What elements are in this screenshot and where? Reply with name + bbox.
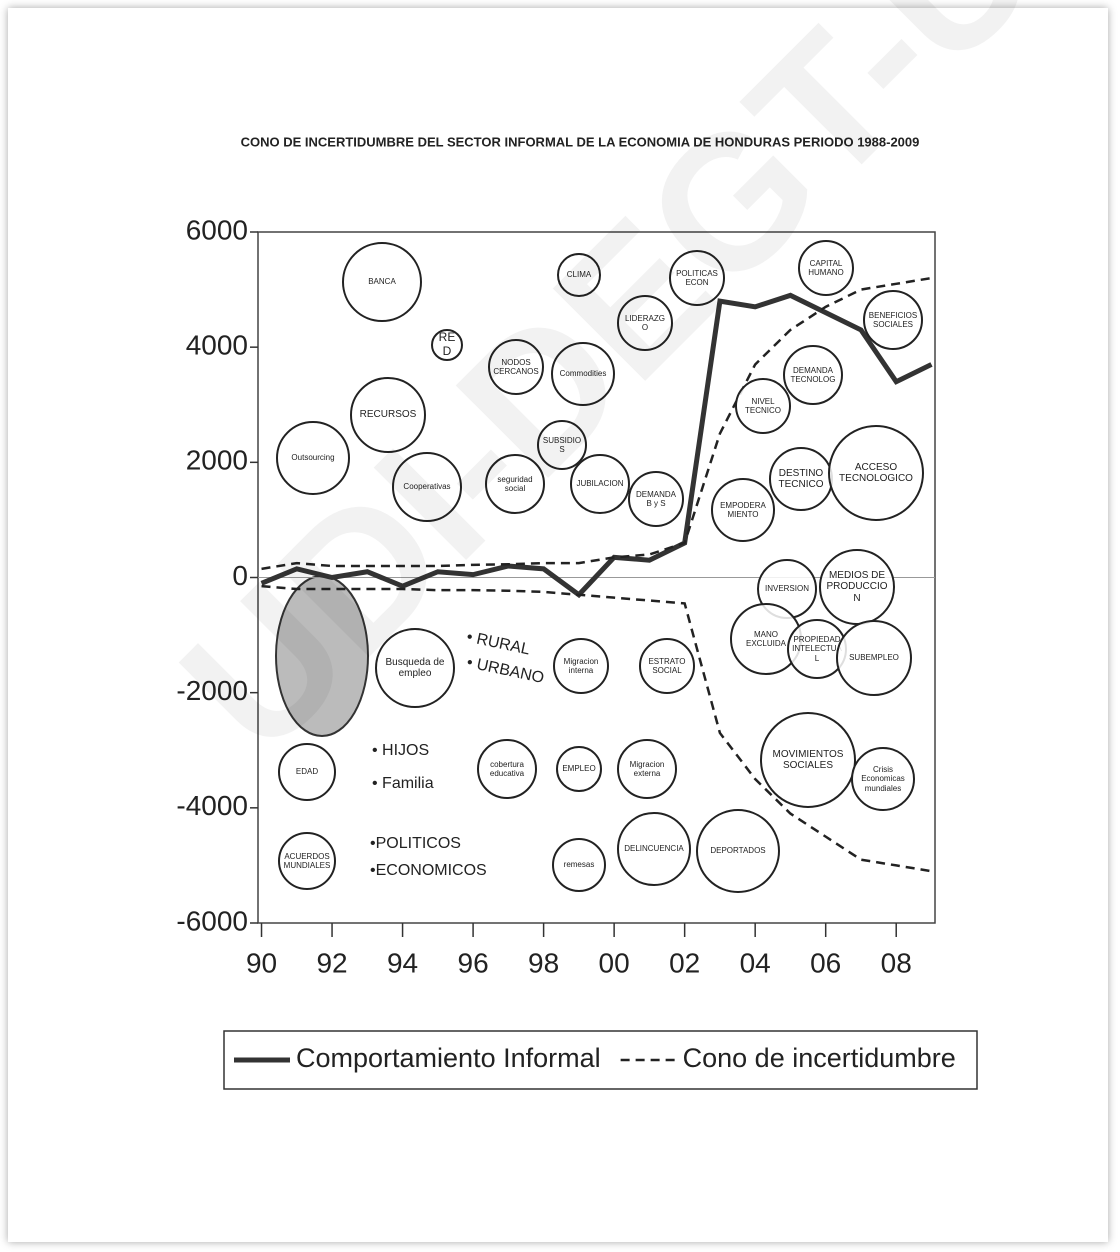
annotation-bubble: DESTINO TECNICO [769, 447, 833, 511]
y-tick-label: 6000 [186, 214, 248, 245]
annotation-bubble: SUBSIDIOS [537, 420, 587, 470]
annotation-bubble: MEDIOS DE PRODUCCION [819, 549, 895, 625]
annotation-bubble: DEPORTADOS [696, 809, 780, 893]
annotation-bubble: SUBEMPLEO [836, 620, 912, 696]
x-tick-label: 94 [387, 947, 418, 978]
annotation-bubble: Commodities [551, 342, 615, 406]
annotation-bubble: DEMANDA B y S [628, 471, 684, 527]
annotation-bubble: RED [431, 329, 463, 361]
x-tick-label: 08 [881, 947, 912, 978]
x-tick-label: 04 [740, 947, 771, 978]
annotation-bubble: ACCESO TECNOLOGICO [828, 425, 924, 521]
annotation-bubble: BANCA [342, 242, 422, 322]
annotation-bubble: JUBILACION [570, 454, 630, 514]
y-tick-label: 2000 [186, 445, 248, 476]
series-line [261, 584, 932, 873]
annotation-bubble: CAPITAL HUMANO [798, 240, 854, 296]
legend-label: Comportamiento Informal [296, 1043, 601, 1073]
legend-label: Cono de incertidumbre [683, 1043, 956, 1073]
annotation-bubble: LIDERAZGO [617, 295, 673, 351]
note: • HIJOS [372, 742, 430, 759]
annotation-bubble: cobertura educativa [477, 739, 537, 799]
annotation-bubble: remesas [552, 838, 606, 892]
annotation-bubble: NODOS CERCANOS [488, 339, 544, 395]
y-tick-label: -6000 [176, 905, 248, 936]
x-tick-label: 98 [528, 947, 559, 978]
legend-box [223, 1030, 978, 1090]
annotation-bubble: Crisis Economicas mundiales [851, 747, 915, 811]
annotation-bubble: CLIMA [557, 253, 601, 297]
series-line [261, 276, 932, 571]
annotation-bubble: DEMANDA TECNOLOG [783, 345, 843, 405]
photo [275, 575, 369, 737]
annotation-bubble: EDAD [278, 743, 336, 801]
note: •POLITICOS [370, 835, 461, 852]
annotation-bubble: MOVIMIENTOS SOCIALES [760, 712, 856, 808]
annotation-bubble: ACUERDOS MUNDIALES [278, 832, 336, 890]
annotation-bubble: ESTRATO SOCIAL [639, 638, 695, 694]
note: •ECONOMICOS [370, 862, 487, 879]
x-tick-label: 92 [316, 947, 347, 978]
annotation-bubble: Cooperativas [392, 452, 462, 522]
annotation-bubble: Migracion interna [553, 638, 609, 694]
annotation-bubble: seguridad social [485, 454, 545, 514]
x-tick-label: 00 [599, 947, 630, 978]
annotation-bubble: EMPLEO [556, 746, 602, 792]
annotation-bubble: RECURSOS [350, 377, 426, 453]
y-tick-label: 4000 [186, 330, 248, 361]
annotation-bubble: Busqueda de empleo [375, 628, 455, 708]
annotation-bubble: NIVEL TECNICO [735, 378, 791, 434]
note: • Familia [372, 775, 434, 792]
x-tick-label: 90 [246, 947, 277, 978]
y-tick-label: 0 [232, 560, 248, 591]
series-line [260, 292, 933, 599]
annotation-bubble: BENEFICIOS SOCIALES [863, 290, 923, 350]
chart-title: CONO DE INCERTIDUMBRE DEL SECTOR INFORMA… [241, 134, 920, 149]
annotation-bubble: EMPODERA MIENTO [711, 478, 775, 542]
annotation-bubble: Outsourcing [276, 421, 350, 495]
x-tick-label: 96 [458, 947, 489, 978]
x-tick-label: 02 [669, 947, 700, 978]
y-tick-label: -4000 [176, 790, 248, 821]
y-tick-label: -2000 [176, 675, 248, 706]
annotation-bubble: Migracion externa [617, 739, 677, 799]
annotation-bubble: DELINCUENCIA [617, 812, 691, 886]
annotation-bubble: POLITICAS ECON [669, 250, 725, 306]
x-tick-label: 06 [810, 947, 841, 978]
